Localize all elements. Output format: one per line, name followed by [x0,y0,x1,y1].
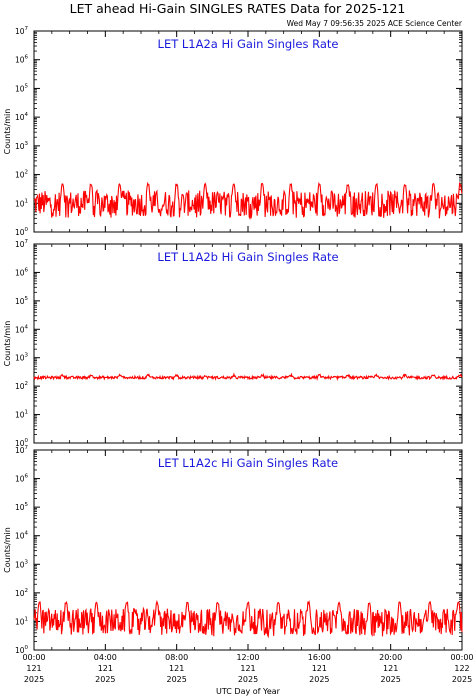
y-tick-label: 104 [15,324,29,334]
x-tick-label: 2025 [24,675,44,684]
panel-title: LET L1A2b Hi Gain Singles Rate [157,250,338,264]
y-tick-label: 101 [15,198,28,208]
y-tick-label: 100 [15,227,29,237]
y-tick-label: 105 [15,296,29,306]
y-tick-label: 100 [15,645,29,655]
x-tick-label: 2025 [380,675,400,684]
y-tick-label: 101 [15,410,28,420]
x-tick-label: 2025 [166,675,186,684]
y-axis-label: Counts/min [3,527,12,573]
y-tick-label: 105 [15,502,29,512]
y-tick-label: 103 [15,141,29,151]
y-axis-label: Counts/min [3,321,12,367]
panel-title: LET L1A2a Hi Gain Singles Rate [158,37,339,51]
y-tick-label: 106 [15,55,29,65]
x-tick-label: 2025 [95,675,115,684]
series-line [33,181,463,221]
x-tick-label: 00:00 [22,653,45,662]
series-line [33,372,463,382]
y-tick-label: 102 [15,381,28,391]
y-tick-label: 107 [15,26,29,36]
x-tick-label: 04:00 [94,653,117,662]
x-tick-label: 12:00 [236,653,259,662]
x-tick-label: 16:00 [308,653,331,662]
x-tick-label: 121 [240,664,255,673]
y-tick-label: 103 [15,353,29,363]
x-tick-label: 121 [26,664,41,673]
x-tick-label: 00:00 [450,653,473,662]
y-tick-label: 106 [15,267,29,277]
x-tick-label: 121 [98,664,113,673]
x-tick-label: 2025 [452,675,472,684]
x-tick-label: 2025 [309,675,329,684]
main-title: LET ahead Hi-Gain SINGLES RATES Data for… [70,1,406,16]
y-tick-label: 104 [15,112,29,122]
x-tick-label: 121 [312,664,327,673]
y-tick-label: 107 [15,445,29,455]
y-tick-label: 102 [15,588,28,598]
y-tick-label: 103 [15,559,29,569]
panel-title: LET L1A2c Hi Gain Singles Rate [158,456,338,470]
y-axis-label: Counts/min [3,109,12,155]
x-tick-label: 121 [169,664,184,673]
timestamp: Wed May 7 09:56:35 2025 ACE Science Cent… [287,19,463,28]
panel-3: 100 101 102 103 104 105 106 107 LET L1A2c Hi Gai… [3,445,474,696]
panels: 100 101 102 103 104 105 106 107 LET L1A2a Hi Gai… [3,26,474,696]
y-tick-label: 101 [15,616,28,626]
x-tick-label: 2025 [238,675,258,684]
panel-2: 100 101 102 103 104 105 106 107 LET L1A2b Hi Gai… [3,239,463,448]
x-axis-label: UTC Day of Year [216,687,281,696]
panel-1: 100 101 102 103 104 105 106 107 LET L1A2a Hi Gai… [3,26,463,237]
x-tick-label: 121 [383,664,398,673]
y-tick-label: 106 [15,474,29,484]
y-tick-label: 100 [15,438,29,448]
y-tick-label: 104 [15,531,29,541]
x-tick-label: 20:00 [379,653,402,662]
y-tick-label: 102 [15,170,28,180]
x-tick-label: 122 [454,664,469,673]
y-tick-label: 105 [15,83,29,93]
x-tick-label: 08:00 [165,653,188,662]
plot-frame [33,243,463,444]
y-tick-label: 107 [15,239,29,249]
series-line [33,599,463,639]
